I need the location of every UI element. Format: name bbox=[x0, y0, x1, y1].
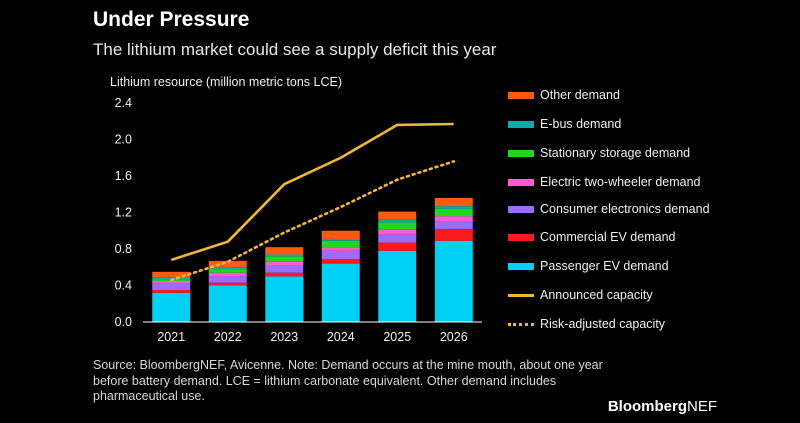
bar-consumer-electronics-demand bbox=[378, 234, 417, 243]
legend-item-announced-capacity: Announced capacity bbox=[508, 288, 710, 302]
y-tick-label: 0.4 bbox=[115, 279, 132, 293]
legend-swatch bbox=[508, 234, 534, 241]
legend-swatch bbox=[508, 150, 534, 157]
bar-stationary-storage-demand bbox=[208, 269, 247, 273]
bar-commercial-ev-demand bbox=[321, 259, 360, 264]
legend-swatch bbox=[508, 263, 534, 270]
bar-passenger-ev-demand bbox=[434, 240, 473, 322]
legend-swatch bbox=[508, 179, 534, 186]
chart-title: Under Pressure bbox=[93, 8, 250, 31]
legend-swatch bbox=[508, 323, 534, 326]
x-tick-label: 2024 bbox=[327, 330, 355, 344]
bar-electric-two-wheeler-demand bbox=[321, 247, 360, 251]
bar-stationary-storage-demand bbox=[265, 256, 304, 262]
bar-passenger-ev-demand bbox=[152, 292, 191, 322]
bar-electric-two-wheeler-demand bbox=[434, 216, 473, 222]
bar-stationary-storage-demand bbox=[321, 240, 360, 248]
bar-commercial-ev-demand bbox=[434, 228, 473, 241]
x-tick-label: 2021 bbox=[157, 330, 185, 344]
y-tick-label: 1.2 bbox=[115, 206, 132, 220]
bar-commercial-ev-demand bbox=[378, 242, 417, 251]
legend-item-electric-two-wheeler-demand: Electric two-wheeler demand bbox=[508, 175, 710, 189]
legend-label: Other demand bbox=[540, 88, 620, 102]
bar-electric-two-wheeler-demand bbox=[265, 261, 304, 266]
x-tick-label: 2026 bbox=[440, 330, 468, 344]
y-tick-label: 2.0 bbox=[115, 133, 132, 147]
bar-passenger-ev-demand bbox=[265, 276, 304, 322]
bar-commercial-ev-demand bbox=[265, 272, 304, 277]
bar-passenger-ev-demand bbox=[321, 263, 360, 322]
legend-label: Electric two-wheeler demand bbox=[540, 175, 701, 189]
legend-item-commercial-ev-demand: Commercial EV demand bbox=[508, 230, 710, 244]
bar-electric-two-wheeler-demand bbox=[208, 272, 247, 277]
brand-rest: NEF bbox=[687, 398, 717, 415]
legend-label: Announced capacity bbox=[540, 288, 653, 302]
brand-logo: BloombergNEF bbox=[608, 398, 717, 415]
legend-item-passenger-ev-demand: Passenger EV demand bbox=[508, 259, 710, 273]
y-tick-label: 0.0 bbox=[115, 315, 132, 329]
legend-label: Consumer electronics demand bbox=[540, 202, 710, 216]
legend-swatch bbox=[508, 206, 534, 213]
legend-item-other-demand: Other demand bbox=[508, 88, 710, 102]
bar-commercial-ev-demand bbox=[152, 290, 191, 293]
x-tick-label: 2025 bbox=[383, 330, 411, 344]
bar-e-bus-demand bbox=[265, 254, 304, 257]
bar-commercial-ev-demand bbox=[208, 282, 247, 286]
y-tick-label: 0.8 bbox=[115, 242, 132, 256]
y-tick-label: 1.6 bbox=[115, 169, 132, 183]
bar-stationary-storage-demand bbox=[378, 222, 417, 230]
line-risk-adjusted-capacity bbox=[169, 160, 456, 282]
bar-electric-two-wheeler-demand bbox=[152, 280, 191, 284]
legend-label: E-bus demand bbox=[540, 117, 622, 131]
legend-label: Passenger EV demand bbox=[540, 259, 669, 273]
bar-e-bus-demand bbox=[321, 238, 360, 241]
legend-label: Commercial EV demand bbox=[540, 230, 676, 244]
legend-item-e-bus-demand: E-bus demand bbox=[508, 117, 710, 131]
bar-consumer-electronics-demand bbox=[152, 283, 191, 291]
bar-passenger-ev-demand bbox=[378, 250, 417, 322]
legend-swatch bbox=[508, 121, 534, 128]
bar-electric-two-wheeler-demand bbox=[378, 229, 417, 235]
bar-consumer-electronics-demand bbox=[265, 265, 304, 273]
line-announced-capacity bbox=[170, 122, 454, 262]
x-tick-label: 2022 bbox=[214, 330, 242, 344]
bar-other-demand bbox=[321, 230, 360, 239]
bar-e-bus-demand bbox=[378, 219, 417, 223]
bar-other-demand bbox=[265, 247, 304, 255]
legend-swatch bbox=[508, 92, 534, 99]
source-note: Source: BloombergNEF, Avicenne. Note: De… bbox=[93, 358, 603, 403]
bar-other-demand bbox=[378, 211, 417, 220]
legend-label: Stationary storage demand bbox=[540, 146, 691, 160]
legend-item-stationary-storage-demand: Stationary storage demand bbox=[508, 146, 710, 160]
bar-other-demand bbox=[152, 271, 191, 278]
legend-item-risk-adjusted-capacity: Risk-adjusted capacity bbox=[508, 317, 710, 331]
bar-other-demand bbox=[208, 260, 247, 268]
bar-e-bus-demand bbox=[152, 277, 191, 280]
chart-subtitle: The lithium market could see a supply de… bbox=[93, 40, 497, 59]
bar-consumer-electronics-demand bbox=[434, 221, 473, 229]
y-axis-label: Lithium resource (million metric tons LC… bbox=[110, 75, 343, 89]
y-tick-label: 2.4 bbox=[115, 96, 132, 110]
bar-passenger-ev-demand bbox=[208, 285, 247, 322]
bar-consumer-electronics-demand bbox=[208, 276, 247, 283]
brand-bold: Bloomberg bbox=[607, 398, 687, 415]
bar-e-bus-demand bbox=[208, 267, 247, 270]
legend-item-consumer-electronics-demand: Consumer electronics demand bbox=[508, 202, 710, 216]
bar-consumer-electronics-demand bbox=[321, 250, 360, 260]
legend-swatch bbox=[508, 294, 534, 297]
x-tick-label: 2023 bbox=[270, 330, 298, 344]
bar-e-bus-demand bbox=[434, 206, 473, 209]
bar-stationary-storage-demand bbox=[434, 208, 473, 217]
bar-other-demand bbox=[434, 197, 473, 207]
legend-label: Risk-adjusted capacity bbox=[540, 317, 666, 331]
